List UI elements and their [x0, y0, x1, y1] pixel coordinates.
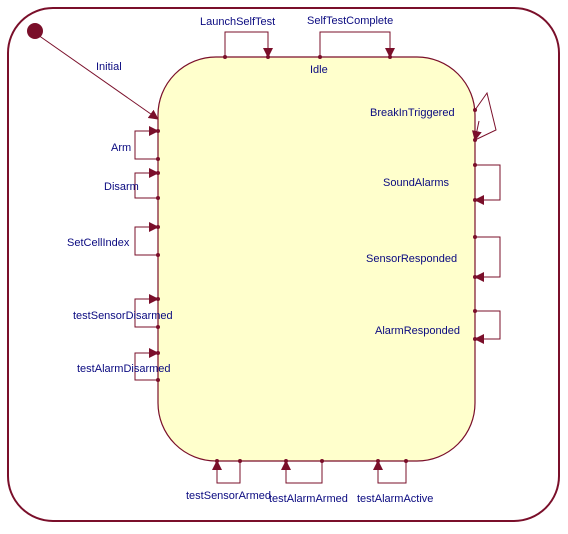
transition-arm[interactable]: Arm [111, 126, 160, 161]
transition-set-cell-index[interactable]: SetCellIndex [67, 222, 160, 257]
transition-test-sensor-disarmed[interactable]: testSensorDisarmed [73, 294, 173, 329]
idle-state[interactable] [157, 56, 476, 462]
transition-self-test-complete[interactable]: SelfTestComplete [307, 15, 395, 59]
label-test-alarm-disarmed: testAlarmDisarmed [77, 363, 171, 375]
label-break-in-triggered: BreakInTriggered [370, 107, 455, 119]
label-sensor-responded: SensorResponded [366, 253, 457, 265]
label-test-sensor-disarmed: testSensorDisarmed [73, 310, 173, 322]
label-arm: Arm [111, 142, 131, 154]
label-test-sensor-armed: testSensorArmed [186, 490, 271, 502]
transition-test-sensor-armed[interactable]: testSensorArmed [186, 459, 271, 502]
transition-sensor-responded[interactable]: SensorResponded [366, 235, 501, 282]
label-test-alarm-active: testAlarmActive [357, 493, 433, 505]
label-self-test-complete: SelfTestComplete [307, 15, 393, 27]
initial-node [27, 23, 43, 39]
label-test-alarm-armed: testAlarmArmed [269, 493, 348, 505]
transition-sound-alarms[interactable]: SoundAlarms [383, 163, 501, 205]
label-disarm: Disarm [104, 181, 139, 193]
transition-test-alarm-disarmed[interactable]: testAlarmDisarmed [77, 348, 171, 382]
transition-test-alarm-armed[interactable]: testAlarmArmed [269, 459, 348, 505]
label-sound-alarms: SoundAlarms [383, 177, 450, 189]
label-launch-self-test: LaunchSelfTest [200, 16, 275, 28]
transition-test-alarm-active[interactable]: testAlarmActive [357, 459, 433, 505]
transition-break-in-triggered[interactable]: BreakInTriggered [370, 91, 497, 142]
label-set-cell-index: SetCellIndex [67, 237, 130, 249]
transition-alarm-responded[interactable]: AlarmResponded [375, 309, 501, 344]
label-alarm-responded: AlarmResponded [375, 325, 460, 337]
transition-disarm[interactable]: Disarm [104, 168, 160, 200]
initial-transition-label: Initial [96, 61, 122, 73]
state-name: Idle [310, 64, 328, 76]
transition-launch-self-test[interactable]: LaunchSelfTest [200, 16, 275, 59]
initial-transition-line [37, 34, 159, 120]
